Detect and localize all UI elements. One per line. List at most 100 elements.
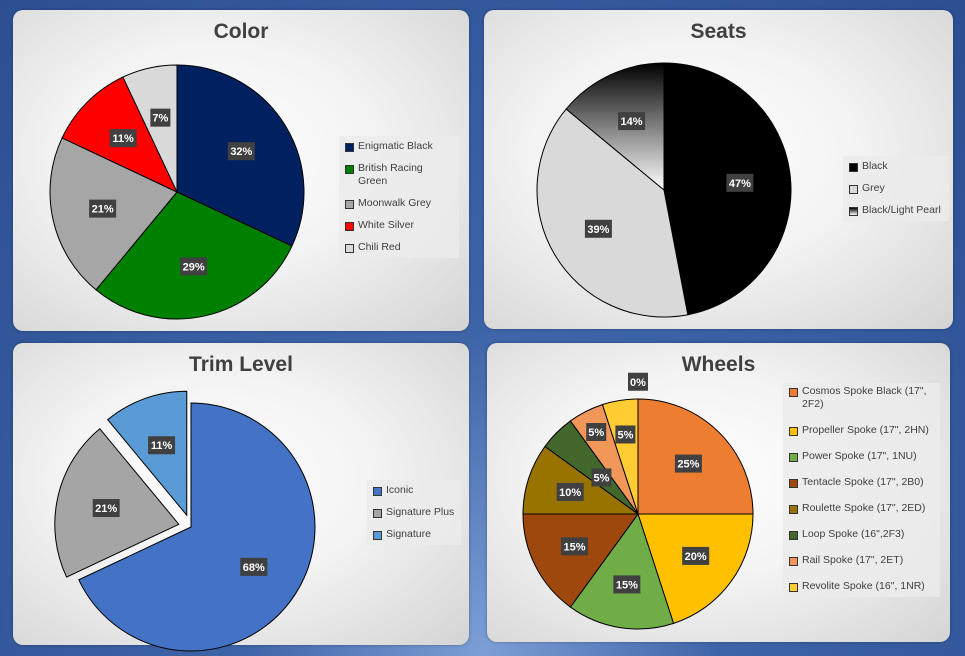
legend-item: British Racing Green [345,162,453,188]
svg-text:68%: 68% [243,562,265,574]
legend-item: Enigmatic Black [345,140,453,153]
legend-label: Enigmatic Black [358,140,433,152]
legend-item: Propeller Spoke (17", 2HN) [789,424,934,437]
legend-label: White Silver [358,219,415,231]
svg-text:47%: 47% [729,178,751,190]
trim-chart-panel: Trim Level 68% 21% 11% Iconic Signature Plu… [13,343,469,652]
data-label: 25% [674,454,702,473]
legend-label: Signature Plus [386,506,455,518]
data-label: 11% [148,436,176,455]
pie-slice [637,513,754,625]
data-label: 15% [560,537,588,556]
legend-label: Moonwalk Grey [358,197,431,209]
legend-swatch [849,185,858,194]
legend-label: Tentacle Spoke (17", 2B0) [802,476,924,488]
svg-text:29%: 29% [183,261,205,273]
pie-seats: 47% 39% 14% [536,62,792,318]
pie-slice [536,108,689,318]
svg-text:14%: 14% [621,116,643,128]
legend-swatch [849,163,858,172]
legend-swatch [345,143,354,152]
chart-title: Wheels [681,353,756,376]
svg-text:15%: 15% [616,579,638,591]
legend-swatch [789,505,798,514]
legend-item: White Silver [345,219,453,232]
wheels-chart-panel: Wheels 25% 20% 15% 15% 10% 5% 5% 5% 0% Cosmos Sp… [487,343,950,642]
data-label: 21% [92,499,120,518]
legend-swatch [373,509,382,518]
pie-trim: 68% 21% 11% [54,390,316,652]
legend-swatch [373,487,382,496]
data-label: 21% [89,199,117,218]
legend-swatch [345,244,354,253]
pie-slice [122,64,178,193]
legend-swatch [789,427,798,436]
legend-swatch [849,207,858,216]
legend-label: Signature [386,528,431,540]
legend-swatch [345,165,354,174]
color-chart-panel: Color 32% 29% 21% 11% 7% Enigmatic Black Brit… [13,10,469,331]
legend-label: Black [862,160,888,172]
legend-item: Power Spoke (17", 1NU) [789,450,934,463]
legend-swatch [789,531,798,540]
svg-text:10%: 10% [559,487,581,499]
legend-label: Roulette Spoke (17", 2ED) [802,502,926,514]
pie-slice [78,402,316,652]
legend-swatch [373,531,382,540]
legend: Enigmatic Black British Racing Green Moonw… [339,136,459,258]
chart-title: Trim Level [189,353,293,376]
svg-text:32%: 32% [230,146,252,158]
legend-swatch [789,453,798,462]
legend-item: Signature [373,528,455,541]
legend-item: Loop Spoke (16",2F3) [789,528,934,541]
legend: Cosmos Spoke Black (17", 2F2) Propeller S… [783,383,940,597]
legend-label: British Racing Green [358,162,423,187]
svg-text:5%: 5% [617,429,633,441]
legend-label: Grey [862,182,885,194]
pie-slice [565,62,665,192]
legend-item: Black [849,160,943,173]
svg-text:7%: 7% [152,113,168,125]
svg-text:5%: 5% [593,472,609,484]
legend-item: Moonwalk Grey [345,197,453,210]
data-label: 20% [682,546,710,565]
legend-item: Grey [849,182,943,195]
svg-text:20%: 20% [685,551,707,563]
legend-item: Revolite Spoke (16", 1NR) [789,580,934,593]
data-label: 29% [180,257,208,276]
data-label: 0% [628,372,648,391]
legend: Black Grey Black/Light Pearl [843,156,949,221]
svg-text:21%: 21% [95,503,117,515]
legend-label: Loop Spoke (16",2F3) [802,528,905,540]
legend: Iconic Signature Plus Signature [367,480,461,545]
svg-text:11%: 11% [151,440,173,452]
legend-label: Revolite Spoke (16", 1NR) [802,580,925,592]
legend-swatch [789,583,798,592]
legend-item: Roulette Spoke (17", 2ED) [789,502,934,515]
data-label: 10% [556,482,584,501]
legend-swatch [789,557,798,566]
seats-chart-panel: Seats 47% 39% 14% Black Grey Black/Light Pea… [484,10,953,329]
legend-swatch [345,200,354,209]
pie-slice [569,512,675,630]
pie-wheels: 25% 20% 15% 15% 10% 5% 5% 5% 0% [522,372,754,630]
legend-label: Iconic [386,484,414,496]
data-label: 68% [240,557,268,576]
pie-slice [95,191,293,320]
data-label: 14% [618,112,646,131]
legend-item: Iconic [373,484,455,497]
chart-title: Color [213,20,269,43]
legend-item: Signature Plus [373,506,455,519]
svg-text:21%: 21% [92,204,114,216]
legend-label: Black/Light Pearl [862,204,941,216]
legend-label: Rail Spoke (17", 2ET) [802,554,904,566]
data-label: 47% [726,173,754,192]
legend-label: Cosmos Spoke Black (17", 2F2) [802,385,927,410]
legend-swatch [789,388,798,397]
legend-item: Rail Spoke (17", 2ET) [789,554,934,567]
svg-text:25%: 25% [677,459,699,471]
svg-text:0%: 0% [630,377,646,389]
svg-text:39%: 39% [587,224,609,236]
svg-text:5%: 5% [588,427,604,439]
legend-item: Black/Light Pearl [849,204,943,217]
